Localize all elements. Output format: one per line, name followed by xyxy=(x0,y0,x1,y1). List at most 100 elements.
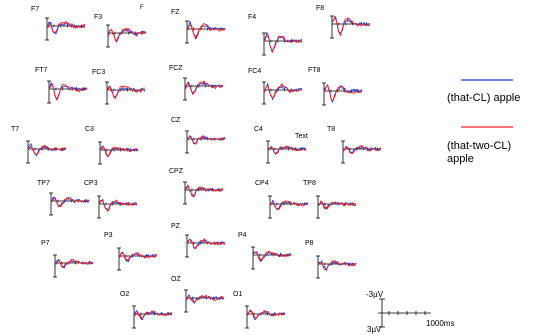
panel-cp4: CP4 xyxy=(255,180,309,219)
trace-oz-that-two-cl-apple xyxy=(185,294,225,303)
trace-f7-that-two-cl-apple xyxy=(46,21,86,34)
trace-fcz-that-cl-apple xyxy=(184,81,224,94)
trace-t8-that-two-cl-apple xyxy=(342,145,382,155)
electrode-label-cpz: CPZ xyxy=(169,168,184,175)
trace-p8-that-cl-apple xyxy=(317,260,357,271)
panel-p3: P3 xyxy=(104,232,158,271)
panel-t7: T7 xyxy=(11,126,67,164)
panel-c4: C4 xyxy=(254,126,307,164)
panel-ft7: FT7 xyxy=(35,67,88,104)
trace-fc3-that-two-cl-apple xyxy=(106,85,146,100)
panel-fc4: FC4 xyxy=(248,68,303,105)
trace-cp3-that-two-cl-apple xyxy=(98,199,138,212)
trace-o1-that-two-cl-apple xyxy=(246,309,286,319)
electrode-label-fcz: FCZ xyxy=(169,65,183,72)
trace-p3-that-two-cl-apple xyxy=(118,251,158,262)
trace-p7-that-two-cl-apple xyxy=(54,258,94,269)
trace-p8-that-two-cl-apple xyxy=(317,260,357,271)
electrode-label-t7: T7 xyxy=(11,126,19,133)
electrode-label-f7: F7 xyxy=(31,6,39,13)
trace-c4-that-two-cl-apple xyxy=(267,145,307,155)
trace-o2-that-two-cl-apple xyxy=(133,310,173,320)
trace-fcz-that-two-cl-apple xyxy=(184,80,224,95)
panel-f7: F7 xyxy=(31,6,86,41)
electrode-label-fc4: FC4 xyxy=(248,68,261,75)
legend-label-that-cl: (that-CL) apple xyxy=(447,92,520,104)
panel-fcz: FCZ xyxy=(169,65,224,101)
electrode-label-fc3: FC3 xyxy=(92,69,105,76)
trace-cp3-that-cl-apple xyxy=(98,198,138,211)
electrode-label-ft8: FT8 xyxy=(308,67,321,74)
panel-fz: FZ xyxy=(171,9,226,44)
trace-p4-that-cl-apple xyxy=(252,251,292,263)
electrode-label-cp4: CP4 xyxy=(255,180,269,187)
trace-t7-that-two-cl-apple xyxy=(27,144,67,155)
electrode-label-o1: O1 xyxy=(233,291,242,298)
scale-bar-top-label: -3µV xyxy=(366,290,384,299)
scale-bar-x-label: 1000ms xyxy=(426,319,454,328)
electrode-label-oz: OZ xyxy=(171,276,181,283)
panel-cp3: CP3 xyxy=(84,180,138,219)
trace-ft7-that-cl-apple xyxy=(48,82,88,100)
panel-f4: F4 xyxy=(248,14,303,56)
panel-oz: OZ xyxy=(171,276,225,313)
trace-tp8-that-two-cl-apple xyxy=(318,200,357,210)
panel-c3: C3 xyxy=(85,126,139,165)
scale-bar-bottom-label: 3µV xyxy=(367,325,382,334)
panel-tp8: TP8 xyxy=(303,180,357,219)
panel-cz: CZ xyxy=(171,117,226,154)
trace-f4-that-cl-apple xyxy=(263,32,303,51)
legend-label-that-two-cl: (that-two-CL) apple xyxy=(447,140,514,165)
electrode-label-ft7: FT7 xyxy=(35,67,48,74)
scale-bar-x-ticks xyxy=(388,311,426,315)
trace-cpz-that-two-cl-apple xyxy=(184,186,224,198)
panel-fc3: FC3 xyxy=(92,69,146,105)
trace-cp4-that-two-cl-apple xyxy=(269,200,309,211)
electrode-label-p7: P7 xyxy=(41,240,50,247)
electrode-label-f8: F8 xyxy=(316,5,324,12)
trace-f3-that-two-cl-apple xyxy=(107,27,147,43)
panel-cpz: CPZ xyxy=(169,168,224,205)
electrode-label-t8: T8 xyxy=(327,126,335,133)
electrode-label-cz: CZ xyxy=(171,117,181,124)
trace-tp7-that-two-cl-apple xyxy=(50,196,90,208)
trace-p4-that-two-cl-apple xyxy=(252,250,292,262)
trace-ft7-that-two-cl-apple xyxy=(48,82,88,101)
electrode-label-fz: FZ xyxy=(171,9,180,16)
electrode-label-p3: P3 xyxy=(104,232,113,239)
electrode-panels: F7 F3 FZ F4 F8 FT7 FC3 FCZ FC4 FT8 T7 C3 CZ C4 T8 TP7 CP… xyxy=(11,5,382,329)
electrode-label-pz: PZ xyxy=(171,223,181,230)
trace-cpz-that-cl-apple xyxy=(184,184,223,197)
trace-cz-that-two-cl-apple xyxy=(186,135,226,145)
panel-ft8: FT8 xyxy=(308,67,363,106)
trace-ft8-that-two-cl-apple xyxy=(323,84,363,102)
electrode-label-cp3: CP3 xyxy=(84,180,98,187)
electrode-label-c4: C4 xyxy=(254,126,263,133)
trace-fz-that-two-cl-apple xyxy=(186,23,226,40)
panel-f8: F8 xyxy=(316,5,371,39)
panel-f3: F3 xyxy=(94,14,147,48)
trace-c3-that-two-cl-apple xyxy=(99,146,139,158)
trace-pz-that-two-cl-apple xyxy=(186,238,226,250)
trace-f4-that-two-cl-apple xyxy=(263,35,303,53)
electrode-label-f4: F4 xyxy=(248,14,256,21)
panel-p7: P7 xyxy=(41,240,94,278)
annotation-text: Text xyxy=(295,133,308,140)
trace-fc4-that-two-cl-apple xyxy=(263,83,303,99)
trace-f8-that-two-cl-apple xyxy=(331,15,371,36)
panel-tp7: TP7 xyxy=(37,180,90,216)
legend-label-that-two-cl-line2: apple xyxy=(447,153,474,165)
scale-bar xyxy=(378,298,431,328)
electrode-label-p8: P8 xyxy=(305,240,314,247)
panel-pz: PZ xyxy=(171,223,226,258)
annotation-f: F xyxy=(140,5,144,11)
legend-label-that-two-cl-line1: (that-two-CL) xyxy=(447,140,511,152)
panel-p8: P8 xyxy=(305,240,357,279)
panel-t8: T8 xyxy=(327,126,382,164)
electrode-label-o2: O2 xyxy=(120,291,129,298)
panel-o1: O1 xyxy=(233,291,286,329)
electrode-label-tp8: TP8 xyxy=(303,180,316,187)
legend: (that-CL) apple (that-two-CL) apple xyxy=(447,79,520,165)
panel-o2: O2 xyxy=(120,291,173,329)
